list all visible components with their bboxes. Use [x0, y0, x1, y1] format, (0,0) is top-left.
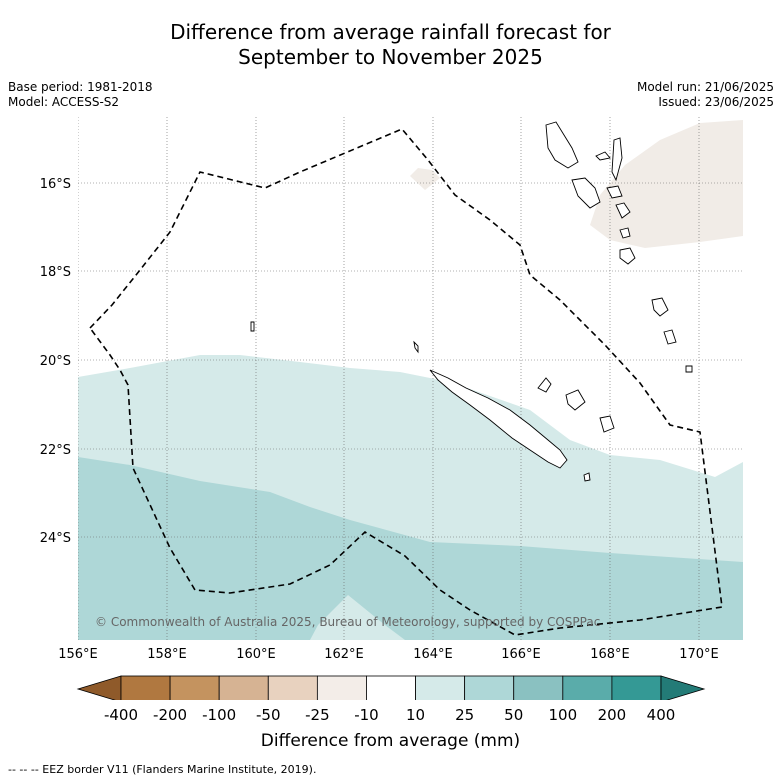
epi-islands: [615, 202, 631, 219]
lat-label: 16°S: [40, 177, 71, 192]
map-area: © Commonwealth of Australia 2025, Bureau…: [78, 117, 743, 640]
hunter-island: [663, 329, 677, 345]
colorbar-tick-label: -100: [202, 706, 237, 724]
colorbar-tick-label: -10: [354, 706, 379, 724]
lon-label: 160°E: [236, 647, 276, 662]
malekula: [571, 177, 601, 209]
colorbar-tick-label: 10: [405, 706, 426, 724]
colorbar-bin: [218, 675, 269, 700]
colorbar-extend-low: [76, 675, 122, 700]
lat-label: 22°S: [40, 443, 71, 458]
anomaly-zone-10-25-south: [310, 595, 405, 640]
tanna: [619, 247, 636, 265]
erromango: [619, 227, 631, 239]
colorbar-bin: [464, 675, 515, 700]
map-title: Difference from average rainfall forecas…: [0, 20, 781, 70]
colorbar-bin: [415, 675, 466, 700]
title-line-1: Difference from average rainfall forecas…: [170, 20, 611, 44]
colorbar-tick-label: -50: [256, 706, 281, 724]
colorbar-tick-label: 400: [646, 706, 676, 724]
pentecost: [611, 137, 623, 182]
colorbar-tick-label: 25: [455, 706, 475, 724]
chesterfield-islet: [250, 321, 255, 332]
loyalty-islands-2: [565, 389, 586, 411]
longitude-labels: 156°E 158°E 160°E 162°E 164°E 166°E 168°…: [58, 647, 719, 662]
model-run: Model run: 21/06/2025: [636, 80, 774, 94]
meta-left: Base period: 1981-2018 Model: ACCESS-S2: [8, 80, 153, 110]
lon-label: 156°E: [58, 647, 98, 662]
lon-label: 166°E: [501, 647, 541, 662]
colorbar-bin: [267, 675, 318, 700]
lon-label: 158°E: [147, 647, 187, 662]
lon-label: 168°E: [590, 647, 630, 662]
matthew-island: [651, 297, 669, 317]
islet-east: [685, 365, 693, 373]
colorbar-tick-label: -25: [305, 706, 330, 724]
colorbar-title: Difference from average (mm): [260, 731, 521, 751]
anomaly-zone-dry-small: [410, 168, 440, 190]
issued-date: Issued: 23/06/2025: [658, 95, 774, 109]
meta-right: Model run: 21/06/2025 Issued: 23/06/2025: [637, 80, 774, 110]
espiritu-santo: [545, 121, 579, 169]
colorbar-bin: [366, 675, 416, 700]
title-line-2: September to November 2025: [238, 45, 543, 69]
colorbar-bin: [120, 675, 171, 700]
colorbar-bin: [169, 675, 220, 700]
colorbar-bin: [562, 675, 613, 700]
walpole-island: [583, 472, 591, 482]
lat-label: 24°S: [40, 531, 71, 546]
colorbar-bin: [513, 675, 564, 700]
colorbar-extend-high: [660, 675, 706, 700]
eez-legend-note: -- -- -- EEZ border V11 (Flanders Marine…: [8, 763, 317, 776]
colorbar-tick-label: 100: [548, 706, 578, 724]
colorbar-tick-label: -400: [103, 706, 139, 724]
loyalty-islands-3: [599, 415, 615, 433]
efate: [606, 185, 623, 199]
maewo-ambae: [595, 151, 611, 161]
new-caledonia-mainland: [429, 369, 568, 469]
colorbar: [76, 675, 706, 700]
colorbar-bin: [316, 675, 367, 700]
colorbar-tick-label: 200: [597, 706, 627, 724]
colorbar-tick-label: -200: [153, 706, 188, 724]
lon-label: 164°E: [413, 647, 453, 662]
eez-border: [88, 128, 723, 636]
lat-label: 20°S: [40, 354, 71, 369]
belep-islands: [413, 340, 419, 354]
base-period: Base period: 1981-2018: [8, 80, 153, 94]
anomaly-zone-25-50: [78, 457, 743, 640]
latitude-labels: 16°S 18°S 20°S 22°S 24°S: [40, 177, 71, 546]
model-name: Model: ACCESS-S2: [8, 95, 120, 109]
colorbar-tick-label: 50: [504, 706, 524, 724]
anomaly-zone-dry-northeast: [590, 120, 743, 248]
colorbar-bin: [611, 675, 662, 700]
loyalty-islands-1: [537, 377, 552, 393]
lon-label: 162°E: [324, 647, 364, 662]
map-canvas: © Commonwealth of Australia 2025, Bureau…: [40, 117, 743, 700]
copyright-notice: © Commonwealth of Australia 2025, Bureau…: [95, 615, 600, 629]
lon-label: 170°E: [679, 647, 719, 662]
coastlines: [250, 121, 693, 482]
lat-label: 18°S: [40, 265, 71, 280]
